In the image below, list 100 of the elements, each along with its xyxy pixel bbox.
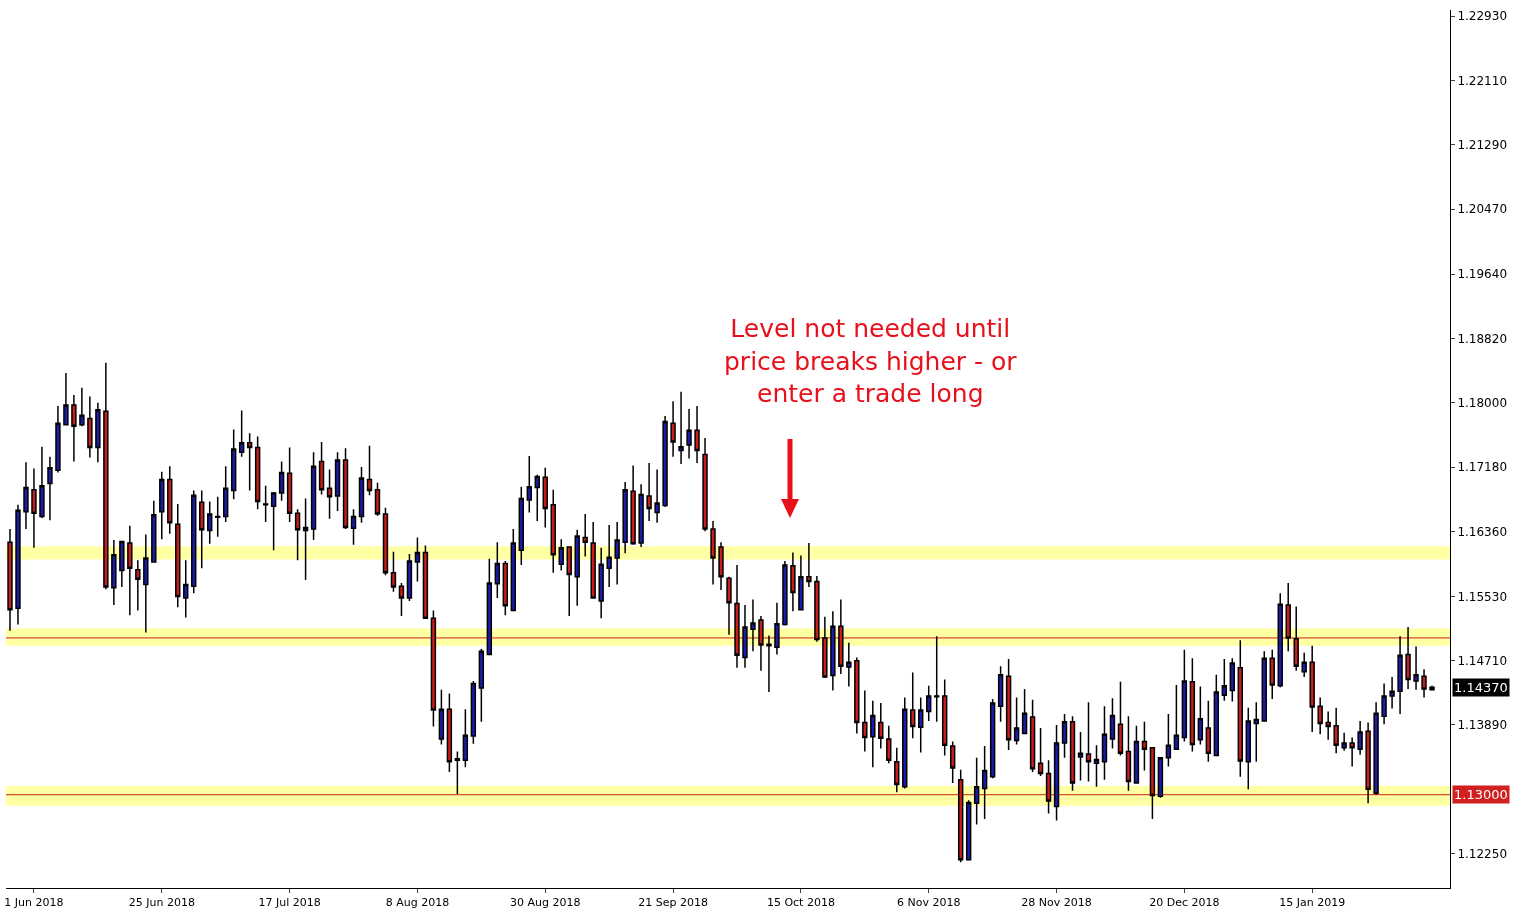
candlestick xyxy=(438,688,445,746)
candlestick xyxy=(566,545,572,617)
candlestick xyxy=(997,665,1004,723)
candlestick xyxy=(87,395,93,459)
candlestick xyxy=(846,641,852,688)
candlestick xyxy=(798,554,804,612)
candlestick xyxy=(1245,706,1251,790)
candlestick xyxy=(262,485,269,523)
candlestick xyxy=(622,481,628,555)
candlestick xyxy=(238,409,245,458)
candlestick xyxy=(790,551,796,613)
x-tick-label: 15 Jan 2019 xyxy=(1279,896,1346,910)
candlestick xyxy=(1381,682,1387,725)
candlestick xyxy=(973,757,980,826)
candlestick xyxy=(95,402,101,464)
candlestick xyxy=(534,474,540,522)
y-tick-label: 1.19640 xyxy=(1457,267,1508,282)
candlestick xyxy=(446,692,453,773)
candlestick xyxy=(870,699,876,769)
candlestick xyxy=(878,702,884,750)
candlestick xyxy=(215,496,221,538)
candlestick xyxy=(926,685,932,722)
x-tick-label: 20 Dec 2018 xyxy=(1149,896,1220,910)
candlestick xyxy=(1181,648,1188,743)
candlestick xyxy=(1189,657,1196,753)
candlestick xyxy=(318,441,325,496)
candlestick xyxy=(1141,721,1148,772)
candlestick xyxy=(143,533,149,634)
candlestick xyxy=(894,746,900,794)
candlestick xyxy=(1173,684,1180,751)
candlestick xyxy=(1029,699,1036,773)
candlestick xyxy=(542,467,548,529)
candlestick xyxy=(406,553,413,602)
candlestick xyxy=(510,528,516,613)
candlestick xyxy=(1301,652,1307,678)
candlestick xyxy=(326,468,333,520)
candlestick xyxy=(199,489,205,569)
candlestick xyxy=(1389,676,1395,710)
candlestick xyxy=(342,447,349,530)
candlestick xyxy=(614,521,620,586)
candlestick xyxy=(1005,658,1012,751)
candlestick xyxy=(1061,713,1068,759)
candlestick xyxy=(965,799,972,862)
candlestick xyxy=(246,432,253,492)
y-tick-label: 1.22110 xyxy=(1457,73,1508,88)
candlestick xyxy=(678,391,684,465)
x-tick-label: 30 Aug 2018 xyxy=(510,896,581,910)
candlestick xyxy=(1197,685,1204,746)
candlestick xyxy=(1213,674,1220,758)
candlestick xyxy=(1077,731,1084,782)
candlestick xyxy=(1357,720,1363,756)
x-tick-label: 1 Jun 2018 xyxy=(4,896,64,910)
candlestick xyxy=(1277,592,1283,689)
candlestick xyxy=(654,468,660,524)
candlestick xyxy=(981,745,988,820)
candlestick xyxy=(390,550,397,593)
candlestick xyxy=(854,656,860,735)
candlestick xyxy=(63,372,69,427)
candlestick xyxy=(454,750,461,795)
candlestick xyxy=(175,503,181,609)
candlestick xyxy=(7,528,13,632)
candlestick xyxy=(646,462,652,522)
candlestick xyxy=(23,461,29,530)
candlestick xyxy=(910,671,916,740)
candlestick xyxy=(334,451,341,512)
candlestick xyxy=(1021,688,1028,736)
candlestick xyxy=(1165,713,1172,768)
candlestick xyxy=(111,539,117,606)
candlestick xyxy=(1221,658,1228,702)
x-tick-label: 25 Jun 2018 xyxy=(128,896,195,910)
candlestick xyxy=(638,483,644,548)
candlestick xyxy=(294,508,301,562)
candlestick xyxy=(15,503,21,626)
y-tick-label: 1.14710 xyxy=(1457,653,1508,668)
candlestick xyxy=(31,467,37,549)
candlestick xyxy=(662,415,668,508)
candlestick xyxy=(1341,732,1347,752)
candlestick xyxy=(558,538,564,572)
y-tick-label: 1.22930 xyxy=(1457,9,1508,24)
candlestick xyxy=(941,678,948,757)
candlestick xyxy=(774,601,780,656)
candlestick xyxy=(374,481,381,517)
candlestick xyxy=(582,513,588,558)
candlestick xyxy=(1229,657,1236,703)
candlestick xyxy=(286,446,293,523)
candlestick xyxy=(207,500,213,545)
candlestick xyxy=(135,559,141,612)
candlestick xyxy=(694,405,700,464)
candlestick xyxy=(1421,668,1427,699)
candlestick xyxy=(1349,736,1355,768)
candlestick xyxy=(1413,645,1419,691)
candlestick xyxy=(918,696,924,754)
candlestick xyxy=(782,560,788,627)
candlestick xyxy=(598,547,604,620)
y-tick-label: 1.17180 xyxy=(1457,460,1508,475)
candlestick xyxy=(1325,710,1331,741)
candlestick xyxy=(486,558,493,656)
candlestick xyxy=(886,724,892,765)
candlestick xyxy=(1397,635,1403,715)
candlestick xyxy=(414,536,421,583)
